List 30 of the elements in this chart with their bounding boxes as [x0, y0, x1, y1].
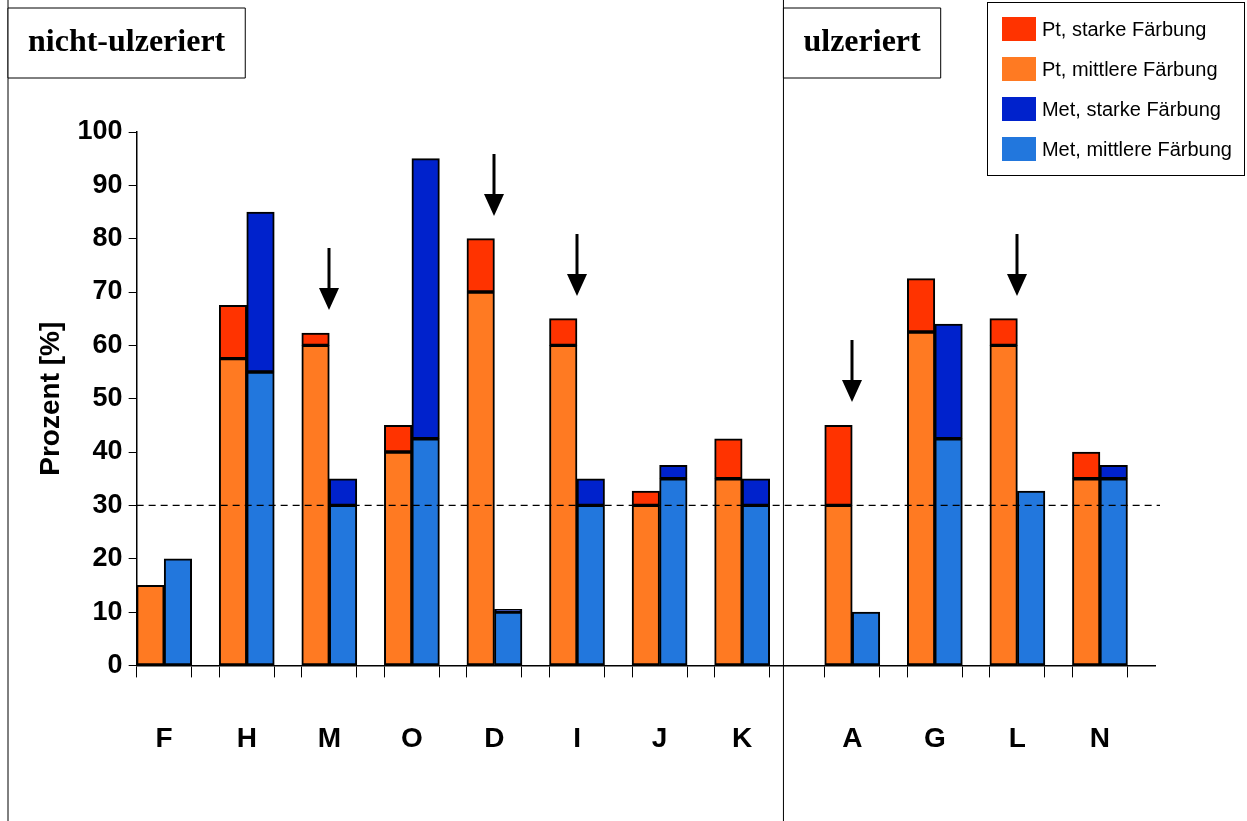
- x-tick-label: O: [400, 721, 423, 753]
- x-tick-label: K: [732, 721, 753, 753]
- text: ulzeriert: [803, 22, 922, 59]
- y-tick-label: 20: [92, 542, 123, 573]
- y-tick-label: 60: [92, 328, 123, 359]
- legend-label: Met, starke Färbung: [1041, 97, 1221, 121]
- y-tick-label: 100: [77, 115, 123, 146]
- x-tick-label: D: [484, 721, 505, 753]
- y-axis-title: Prozent [%]: [33, 321, 65, 476]
- y-tick-label: 40: [92, 435, 123, 466]
- legend-label: Pt, starke Färbung: [1041, 17, 1207, 41]
- x-tick-label: F: [155, 721, 173, 753]
- y-tick-label: 0: [107, 648, 123, 679]
- x-tick-label: L: [1008, 721, 1026, 753]
- x-tick-label: J: [651, 721, 668, 753]
- y-tick-label: 90: [92, 168, 123, 199]
- x-tick-label: G: [923, 721, 946, 753]
- legend-label: Met, mittlere Färbung: [1041, 137, 1232, 161]
- legend-label: Pt, mittlere Färbung: [1041, 57, 1218, 81]
- x-tick-label: H: [236, 721, 257, 753]
- x-tick-label: M: [317, 721, 341, 753]
- x-tick-label: I: [573, 721, 581, 753]
- text: nicht-ulzeriert: [28, 22, 226, 59]
- y-tick-label: 80: [92, 222, 123, 253]
- x-tick-label: A: [842, 721, 863, 753]
- y-tick-label: 30: [92, 488, 123, 519]
- y-tick-label: 70: [92, 275, 123, 306]
- y-tick-label: 50: [92, 382, 123, 413]
- x-tick-label: N: [1089, 721, 1111, 753]
- y-tick-label: 10: [92, 595, 123, 626]
